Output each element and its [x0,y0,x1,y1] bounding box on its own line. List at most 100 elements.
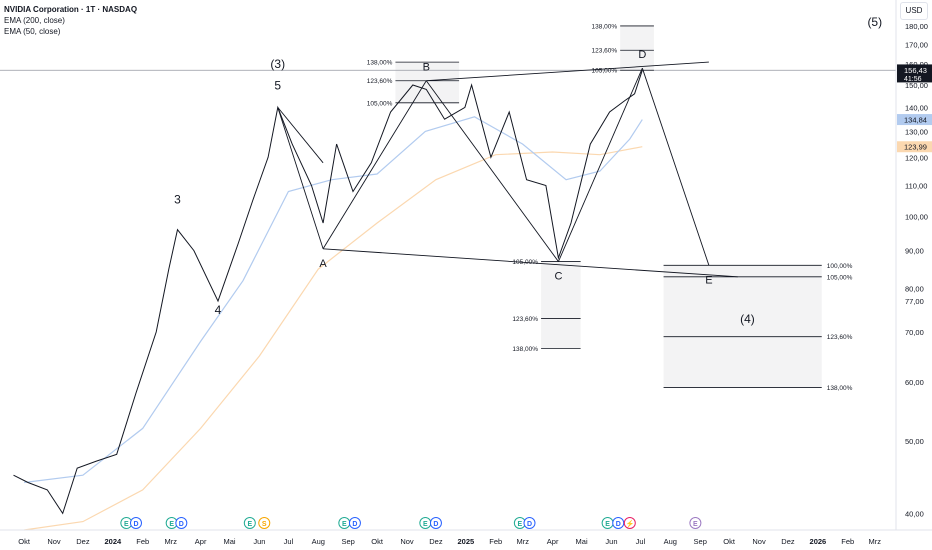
event-marker-label: D [179,521,184,528]
chart-title: NVIDIA Corporation · 1T · NASDAQ [4,5,138,14]
y-tick-label: 120,00 [905,153,928,162]
wave-label: (5) [867,15,882,29]
y-tick-label: 140,00 [905,103,928,112]
fib-level-label: 138,00% [512,346,538,353]
pattern-line [323,248,738,278]
x-tick-label: Sep [341,537,354,546]
fib-level-label: 123,60% [367,78,393,85]
y-tick-label: 150,00 [905,81,928,90]
event-marker-label: D [433,521,438,528]
pattern-point-a: A [319,258,327,270]
event-marker [523,517,536,529]
y-tick-label: 77,00 [905,297,924,306]
x-tick-label: 2026 [810,537,827,546]
fib-zone [541,261,581,349]
event-marker [429,517,442,529]
x-tick-label: Dez [429,537,443,546]
x-tick-label: Mrz [869,537,882,546]
y-tick-label: 100,00 [905,212,928,221]
pattern-lines [0,61,896,278]
event-marker [348,517,361,529]
wave-label: (4) [740,312,755,326]
pattern-line [641,68,710,266]
pattern-point-b: B [423,62,430,74]
price-series [13,70,643,515]
pattern-point-c: C [554,271,562,283]
x-tick-label: Sep [694,537,707,546]
x-tick-label: Mrz [516,537,529,546]
y-tick-label: 50,00 [905,437,924,446]
x-axis: Okt Nov Dez 2024 Feb Mrz Apr Mai Jun Jul Aug Sep Okt… [18,537,881,546]
fib-level-label: 138,00% [367,60,393,67]
pattern-point-d: D [638,49,646,61]
y-tick-label: 170,00 [905,40,928,49]
ema-50-line [24,116,643,484]
ema-200-line [24,146,643,531]
event-marker-label: E [605,521,610,528]
event-marker-label: E [423,521,428,528]
x-tick-label: Feb [489,537,502,546]
event-marker-label: D [352,521,357,528]
pattern-line [277,107,324,249]
x-tick-label: Okt [723,537,736,546]
fib-zones [395,25,822,388]
pattern-line [277,107,324,164]
event-marker-label: E [518,521,523,528]
event-marker [258,517,271,529]
x-tick-label: Feb [136,537,149,546]
fib-level-label: 105,00% [591,68,617,75]
fib-zone [663,265,822,388]
pattern-point-e: E [705,274,712,286]
fib-level-label: 123,60% [591,48,617,55]
price-label: 134,84 [904,116,927,125]
price-label: 123,99 [904,143,927,152]
event-marker-label: ⚡ [625,519,634,528]
pattern-line [425,80,559,262]
x-tick-label: Jul [284,537,294,546]
x-tick-label: Mai [223,537,235,546]
wave-label: (3) [270,57,285,71]
price-label-bg [897,64,932,83]
y-tick-label: 60,00 [905,378,924,387]
x-tick-label: 2025 [457,537,474,546]
x-tick-label: Feb [841,537,854,546]
currency-button[interactable]: USD [900,2,928,20]
x-tick-label: Mrz [164,537,177,546]
x-tick-label: Nov [752,537,766,546]
fib-level-label: 138,00% [827,385,853,392]
price-line [13,70,643,515]
indicator-ema-200[interactable]: EMA (200, close) [4,16,65,25]
fib-levels: 138,00% 123,60% 105,00% 105,00% 123,60% 138,0… [367,23,853,391]
x-tick-label: Nov [47,537,61,546]
price-label-bg [897,141,932,153]
fib-level-label: 123,60% [827,334,853,341]
wave-label: 3 [174,193,181,207]
y-tick-label: 90,00 [905,247,924,256]
x-tick-label: Jun [605,537,617,546]
wave-labels: A B C D E (3) 5 3 4 (4) (5) [174,15,882,326]
y-tick-label: 110,00 [905,182,927,191]
event-marker-label: S [262,521,267,528]
price-label-countdown: 41:56 [904,76,922,83]
event-marker [243,517,256,529]
x-tick-label: Mai [576,537,588,546]
wave-label: 5 [274,78,281,92]
event-marker [623,517,636,529]
x-tick-label: Apr [547,537,559,546]
y-tick-label: 180,00 [905,22,928,31]
x-tick-label: Jun [253,537,265,546]
event-marker-label: E [693,521,698,528]
event-marker-label: E [169,521,174,528]
event-marker-label: D [616,521,621,528]
event-marker [689,517,702,529]
event-marker-label: D [527,521,532,528]
fib-level-label: 100,00% [827,263,853,270]
y-tick-label: 130,00 [905,127,928,136]
x-tick-label: Apr [195,537,207,546]
x-tick-label: Nov [400,537,414,546]
indicator-ema-50[interactable]: EMA (50, close) [4,27,61,36]
price-label-bg [897,114,932,126]
x-tick-label: Jul [636,537,646,546]
wave-label: 4 [215,303,222,317]
